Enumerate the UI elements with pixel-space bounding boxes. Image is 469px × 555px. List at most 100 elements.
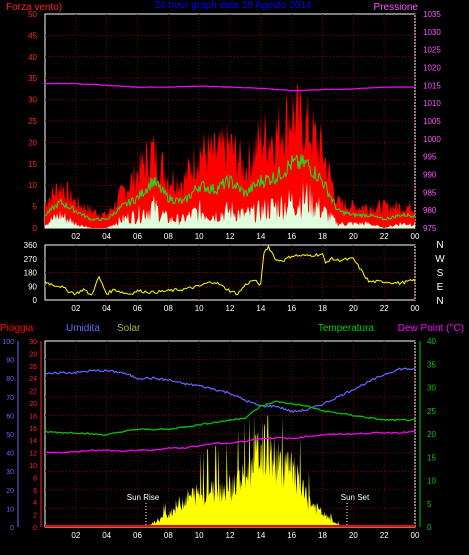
atmosphere-panel-x-tick-label: 20: [349, 531, 358, 540]
wind-left-tick-label: 5: [33, 203, 38, 212]
rain-tick-label: 10: [29, 463, 37, 470]
atmosphere-panel-x-tick-label: 02: [71, 531, 80, 540]
temperature-tick-label: 10: [427, 477, 436, 486]
temperature-tick-label: 0: [427, 523, 432, 532]
pressure-right-tick-label: 1015: [423, 81, 441, 90]
humidity-tick-label: 40: [6, 451, 14, 458]
wind-left-tick-label: 0: [33, 224, 38, 233]
humidity-tick-label: 20: [6, 488, 14, 495]
sun-set-label: Sun Set: [341, 493, 370, 502]
direction-panel-x-tick-label: 18: [318, 304, 327, 313]
direction-panel-x-tick-label: 08: [164, 304, 173, 313]
direction-panel-x-tick-label: 06: [133, 304, 142, 313]
humidity-tick-label: 80: [6, 376, 14, 383]
humidity-tick-label: 30: [6, 469, 14, 476]
temperature-tick-label: 15: [427, 453, 436, 462]
direction-tick-label: 90: [28, 282, 37, 291]
temperature-tick-label: 40: [427, 337, 436, 346]
direction-tick-label: 0: [33, 296, 38, 305]
direction-panel-x-tick-label: 20: [349, 304, 358, 313]
wind-panel-x-tick-label: 04: [102, 232, 111, 241]
wind-panel-x-tick-label: 20: [349, 232, 358, 241]
wind-left-tick-label: 50: [28, 10, 37, 19]
direction-panel-x-tick-label: 14: [256, 304, 265, 313]
humidity-line: [44, 367, 416, 414]
direction-panel-x-tick-label: 00: [411, 304, 420, 313]
pressure-right-tick-label: 975: [423, 224, 437, 233]
dew-point-line: [44, 430, 416, 454]
temperature-tick-label: 20: [427, 430, 436, 439]
rain-tick-label: 14: [29, 438, 37, 445]
wind-left-tick-label: 45: [28, 31, 37, 40]
pressure-right-tick-label: 1000: [423, 135, 441, 144]
direction-panel-x-tick-label: 10: [195, 304, 204, 313]
atmosphere-panel-x-tick-label: 00: [411, 531, 420, 540]
atmosphere-panel-x-tick-label: 08: [164, 531, 173, 540]
humidity-tick-label: 100: [2, 339, 14, 346]
rain-tick-label: 6: [33, 488, 37, 495]
compass-label: N: [436, 240, 443, 251]
direction-tick-label: 360: [24, 241, 38, 250]
direction-tick-label: 270: [24, 255, 38, 264]
pressure-right-tick-label: 1025: [423, 46, 441, 55]
pressure-right-tick-label: 985: [423, 188, 437, 197]
temperature-tick-label: 5: [427, 500, 432, 509]
wind-left-tick-label: 10: [28, 181, 37, 190]
atmosphere-panel-x-tick-label: 10: [195, 531, 204, 540]
direction-panel-x-tick-label: 16: [287, 304, 296, 313]
direction-panel-x-tick-label: 02: [71, 304, 80, 313]
rain-tick-label: 4: [33, 500, 37, 507]
compass-label: E: [437, 282, 444, 293]
pressure-right-tick-label: 980: [423, 206, 437, 215]
compass-label: W: [435, 254, 445, 265]
compass-label: S: [437, 268, 444, 279]
rain-tick-label: 30: [29, 339, 37, 346]
atmosphere-panel-x-tick-label: 18: [318, 531, 327, 540]
wind-min-area: [45, 181, 415, 228]
wind-panel-x-tick-label: 08: [164, 232, 173, 241]
solar-label: Solar: [117, 323, 141, 334]
direction-tick-label: 180: [24, 269, 38, 278]
rain-tick-label: 26: [29, 364, 37, 371]
wind-left-tick-label: 30: [28, 96, 37, 105]
temperature-label: Temperatura: [318, 323, 375, 334]
rain-tick-label: 18: [29, 413, 37, 420]
wind-panel-x-tick-label: 18: [318, 232, 327, 241]
temperature-tick-label: 25: [427, 407, 436, 416]
rain-tick-label: 0: [33, 525, 37, 532]
humidity-tick-label: 10: [6, 506, 14, 513]
pressure-right-tick-label: 1020: [423, 64, 441, 73]
temperature-line: [44, 400, 416, 437]
wind-left-tick-label: 20: [28, 138, 37, 147]
wind-panel-x-tick-label: 22: [380, 232, 389, 241]
wind-panel-x-tick-label: 14: [256, 232, 265, 241]
wind-left-tick-label: 35: [28, 74, 37, 83]
rain-tick-label: 16: [29, 426, 37, 433]
direction-panel-x-tick-label: 04: [102, 304, 111, 313]
wind-panel-x-tick-label: 00: [411, 232, 420, 241]
direction-panel-x-tick-label: 22: [380, 304, 389, 313]
temperature-tick-label: 30: [427, 384, 436, 393]
wind-avg-line: [44, 154, 416, 222]
humidity-label: Umidita: [66, 323, 100, 334]
wind-panel-x-tick-label: 06: [133, 232, 142, 241]
rain-tick-label: 20: [29, 401, 37, 408]
wind-left-tick-label: 15: [28, 160, 37, 169]
rain-tick-label: 12: [29, 451, 37, 458]
wind-panel-x-tick-label: 16: [287, 232, 296, 241]
humidity-tick-label: 60: [6, 413, 14, 420]
pressure-right-tick-label: 1010: [423, 99, 441, 108]
rain-label: Pioggia: [0, 323, 34, 334]
humidity-tick-label: 90: [6, 358, 14, 365]
wind-left-tick-label: 25: [28, 117, 37, 126]
wind-panel-x-tick-label: 10: [195, 232, 204, 241]
atmosphere-panel-x-tick-label: 06: [133, 531, 142, 540]
rain-tick-label: 8: [33, 475, 37, 482]
dew-point-label: Dew Point (°C): [398, 323, 464, 334]
wind-panel-x-tick-label: 12: [226, 232, 235, 241]
wind-max-area: [45, 83, 415, 228]
pressure-line: [44, 82, 416, 92]
humidity-tick-label: 70: [6, 395, 14, 402]
pressure-right-tick-label: 995: [423, 153, 437, 162]
